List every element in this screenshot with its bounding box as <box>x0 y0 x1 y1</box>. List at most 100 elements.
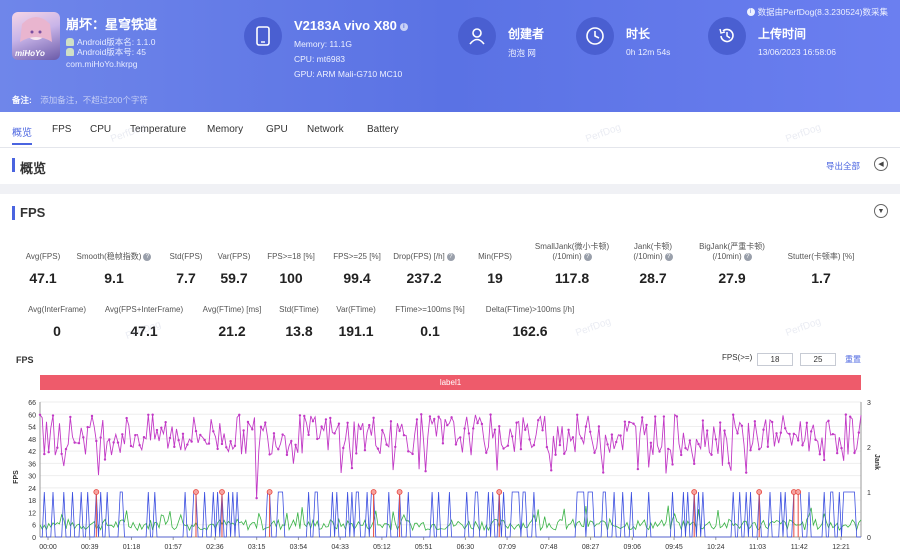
help-icon[interactable]: ? <box>743 252 752 261</box>
duration-title: 时长 <box>626 27 651 41</box>
fps-point <box>225 446 228 449</box>
bigjank-point <box>496 489 503 495</box>
fps-point <box>589 430 592 434</box>
fps-point <box>303 414 306 418</box>
fps-point <box>485 451 488 455</box>
y-tick-label: 42 <box>28 449 36 456</box>
tab-cpu[interactable]: CPU <box>90 124 112 135</box>
phone-icon <box>244 17 282 55</box>
fps-point <box>238 413 241 417</box>
metric-r1-3: Var(FPS) 59.7 <box>174 252 294 286</box>
fps-point <box>125 416 128 420</box>
device-name: V2183A vivo X80 i <box>294 18 408 33</box>
help-icon[interactable]: ? <box>583 252 592 261</box>
section-marker <box>12 158 15 172</box>
fps-point <box>623 420 627 423</box>
history-icon <box>708 17 746 55</box>
metric-r2-6: Delta(FTime)>100ms [/h] 162.6 <box>470 305 590 339</box>
android-icon <box>66 48 74 56</box>
note-input[interactable]: 添加备注，不超过200个字符 <box>40 95 148 105</box>
fps-point <box>619 434 622 437</box>
fps-point <box>411 452 414 456</box>
y-tick-label: 18 <box>28 498 36 505</box>
y-tick-label: 66 <box>28 400 36 407</box>
tab-temperature[interactable]: Temperature <box>130 124 187 135</box>
help-icon[interactable]: ? <box>664 252 673 261</box>
fps-threshold-input-1[interactable]: 18 <box>757 353 793 366</box>
fps-point <box>775 432 778 435</box>
info-icon: i <box>746 8 755 16</box>
bigjank-point <box>93 489 100 495</box>
x-tick-label: 06:30 <box>457 544 475 551</box>
x-tick-label: 02:36 <box>206 544 224 551</box>
fps-point <box>246 420 250 424</box>
fps-point <box>567 428 570 432</box>
x-tick-label: 03:15 <box>248 544 266 551</box>
fps-point <box>532 443 536 447</box>
fps-point <box>103 458 107 461</box>
metric-label: Delta(FTime)>100ms [/h] <box>485 305 575 314</box>
x-tick-label: 12:21 <box>832 544 850 551</box>
fps-point <box>268 453 271 456</box>
metric-value: 9.1 <box>104 270 124 286</box>
collapse-down-icon[interactable]: ▼ <box>874 204 888 218</box>
tab-battery[interactable]: Battery <box>367 124 399 135</box>
fps-point <box>329 416 332 420</box>
reset-button[interactable]: 重置 <box>845 355 861 364</box>
help-icon[interactable]: ? <box>446 252 455 261</box>
fps-point <box>51 414 55 417</box>
fps-point <box>597 425 601 428</box>
fps-threshold-input-2[interactable]: 25 <box>800 353 836 366</box>
fps-point <box>511 435 514 438</box>
fps-point <box>848 415 852 418</box>
fps-point <box>138 444 141 447</box>
fps-point <box>285 453 289 457</box>
metric-value: 27.9 <box>718 270 746 286</box>
fps-point <box>688 439 692 442</box>
bigjank-point <box>193 489 199 495</box>
fps-point <box>376 447 380 450</box>
fps-point <box>450 416 453 419</box>
fps-point <box>628 420 631 424</box>
fps-point <box>233 444 237 448</box>
fps-point <box>324 418 328 421</box>
fps-point <box>242 429 245 432</box>
fps-point <box>112 441 115 444</box>
x-tick-label: 07:09 <box>498 544 516 551</box>
info-icon[interactable]: i <box>399 22 408 31</box>
help-icon[interactable]: ? <box>143 252 152 261</box>
fps-point <box>541 429 544 432</box>
android-code: Android版本号: 45 <box>77 47 146 57</box>
bigjank-point <box>756 489 763 495</box>
tab-overview[interactable]: 概览 <box>12 124 32 145</box>
note-label: 备注: <box>12 95 32 105</box>
clock-icon <box>576 17 614 55</box>
metric-value: 99.4 <box>343 270 371 286</box>
metric-label: FTime>=100ms [%] <box>395 305 465 314</box>
fps-point <box>160 426 163 429</box>
label-band[interactable]: label1 <box>40 375 861 390</box>
tab-fps[interactable]: FPS <box>52 124 72 135</box>
tab-gpu[interactable]: GPU <box>266 124 288 135</box>
android-icon <box>66 38 74 46</box>
tab-memory[interactable]: Memory <box>207 124 244 135</box>
collapse-left-icon[interactable]: ◀ <box>874 157 888 171</box>
export-all-link[interactable]: 导出全部 <box>825 161 860 171</box>
fps-point <box>814 438 817 441</box>
fps-point <box>56 446 59 449</box>
bigjank-point <box>691 489 698 495</box>
y-tick-label: 0 <box>32 535 36 542</box>
fps-point <box>95 439 98 443</box>
metric-label: Min(FPS) <box>478 252 512 261</box>
fps-point <box>467 432 471 435</box>
fps-point <box>82 436 85 439</box>
fps-point <box>142 436 146 439</box>
tab-network[interactable]: Network <box>307 124 344 135</box>
x-tick-label: 01:57 <box>164 544 182 551</box>
fps-point <box>576 413 579 416</box>
fps-point <box>173 445 176 449</box>
x-tick-label: 00:39 <box>81 544 99 551</box>
metric-value: 28.7 <box>639 270 667 286</box>
x-tick-label: 11:03 <box>749 544 766 551</box>
